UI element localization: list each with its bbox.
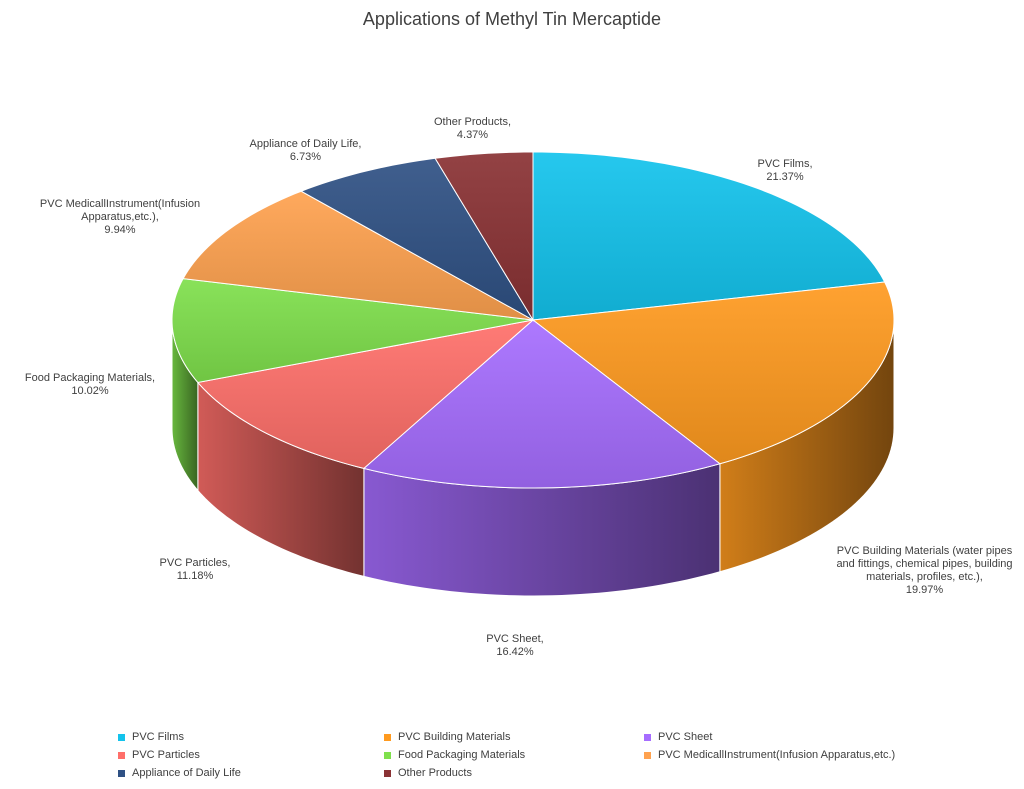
data-label-percent: 9.94% [104, 224, 136, 236]
data-label-pvc-films: PVC Films, 21.37% [700, 158, 870, 184]
legend-item-pvc-building-materials: PVC Building Materials [384, 731, 511, 743]
legend-item-other-products: Other Products [384, 767, 472, 779]
pie-slice-pvc-sheet [362, 319, 721, 489]
legend-swatch [644, 751, 651, 759]
pie-slice-pvc-medicallinstrument-infusion-apparatus-etc [182, 190, 534, 321]
pie-slice-pvc-building-materials [531, 281, 895, 465]
legend-label: PVC Particles [132, 749, 200, 761]
legend-label: Food Packaging Materials [398, 749, 526, 761]
data-label-name: Food Packaging Materials, [24, 372, 156, 384]
data-label-percent: 16.42% [496, 646, 534, 658]
legend-item-pvc-films: PVC Films [118, 731, 184, 743]
pie-slice-other-products [434, 151, 534, 322]
data-label-percent: 4.37% [456, 129, 489, 141]
data-label-percent: 11.18% [176, 570, 214, 582]
data-label-other-products: Other Products, 4.37% [390, 116, 555, 142]
pie-slice-food-packaging-materials [171, 278, 534, 383]
legend-label: Other Products [398, 767, 472, 779]
legend-swatch [384, 751, 391, 759]
legend-item-food-packaging-materials: Food Packaging Materials [384, 749, 525, 761]
data-label-name: PVC Films, [757, 158, 813, 170]
data-label-percent: 6.73% [289, 151, 322, 163]
pie-chart [171, 151, 895, 597]
legend-swatch [118, 769, 125, 777]
legend-label: PVC Films [132, 731, 184, 743]
legend-label: PVC MedicallInstrument(Infusion Apparatu… [658, 749, 896, 761]
legend-label: Appliance of Daily Life [132, 767, 241, 779]
legend-swatch [118, 733, 125, 741]
data-label-name: PVC Particles, [159, 557, 231, 569]
chart-title: Applications of Methyl Tin Mercaptide [362, 9, 662, 29]
legend-item-pvc-particles: PVC Particles [118, 749, 200, 761]
legend-swatch [384, 769, 391, 777]
legend-label: PVC Building Materials [398, 731, 511, 743]
data-label-food-packaging-materials: Food Packaging Materials, 10.02% [0, 372, 180, 398]
data-label-name: Appliance of Daily Life, [249, 138, 362, 150]
data-label-pvc-building-materials: PVC Building Materials (water pipes and … [812, 545, 1024, 597]
pie-slice-appliance-of-daily-life [299, 157, 535, 322]
data-label-pvc-particles: PVC Particles, 11.18% [125, 557, 265, 583]
data-label-name: PVC Building Materials (water pipes and … [836, 545, 1013, 583]
data-label-pvc-medicallinstrument-infusion-apparatus-etc: PVC MedicallInstrument(Infusion Apparatu… [20, 198, 220, 237]
pie-slice-pvc-particles [196, 319, 535, 469]
data-label-appliance-of-daily-life: Appliance of Daily Life, 6.73% [218, 138, 393, 164]
legend-swatch [644, 733, 651, 741]
data-label-pvc-sheet: PVC Sheet, 16.42% [430, 633, 600, 659]
legend-item-appliance-of-daily-life: Appliance of Daily Life [118, 767, 241, 779]
data-label-percent: 21.37% [766, 171, 804, 183]
legend-item-pvc-medicallinstrument-infusion-apparatus-etc: PVC MedicallInstrument(Infusion Apparatu… [644, 749, 895, 761]
legend: PVC Films PVC Building Materials PVC Sheet… [0, 731, 1024, 789]
legend-label: PVC Sheet [658, 731, 713, 743]
pie-slice-pvc-films [532, 151, 886, 321]
data-label-percent: 19.97% [905, 584, 944, 596]
data-label-name: PVC MedicallInstrument(Infusion Apparatu… [39, 198, 201, 223]
data-label-name: Other Products, [433, 116, 512, 128]
pie-slices [171, 151, 895, 489]
data-label-name: PVC Sheet, [486, 633, 544, 645]
legend-item-pvc-sheet: PVC Sheet [644, 731, 712, 743]
legend-swatch [384, 733, 391, 741]
data-label-percent: 10.02% [71, 385, 109, 397]
legend-swatch [118, 751, 125, 759]
